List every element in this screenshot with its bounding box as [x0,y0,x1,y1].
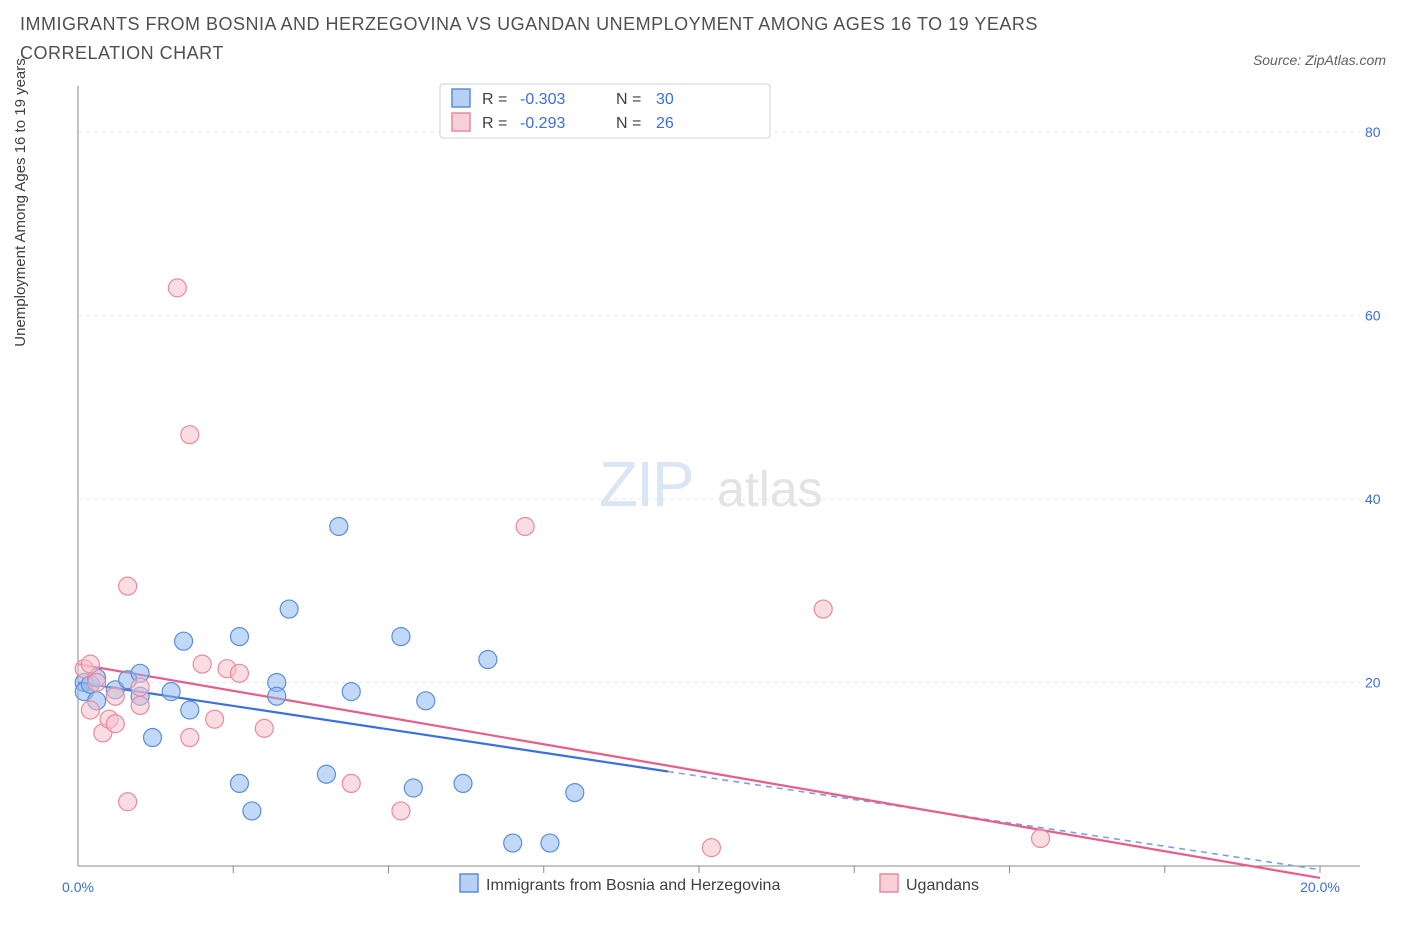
x-tick-label: 0.0% [62,879,94,895]
data-point [814,600,832,618]
legend-swatch [880,874,898,892]
chart-title: IMMIGRANTS FROM BOSNIA AND HERZEGOVINA V… [20,10,1120,68]
x-tick-label: 20.0% [1300,879,1340,895]
data-point [206,710,224,728]
data-point [181,425,199,443]
data-point [280,600,298,618]
source-attribution: Source: ZipAtlas.com [1253,52,1386,68]
stat-r-label: R = [482,115,507,132]
legend-swatch [452,113,470,131]
data-point [330,517,348,535]
data-point [255,719,273,737]
data-point [404,779,422,797]
watermark: atlas [717,461,823,517]
scatter-chart: 20.0% 40.0% 60.0% 80.0% 0.0% 20.0% ZIP atlas R =… [20,76,1380,906]
data-point [268,687,286,705]
stat-r-value: -0.293 [520,115,565,132]
y-tick-label: 80.0% [1365,123,1380,139]
data-point [541,834,559,852]
data-point [106,687,124,705]
data-point [81,701,99,719]
stat-n-label: N = [616,91,641,108]
data-point [566,783,584,801]
data-point [168,278,186,296]
data-point [193,655,211,673]
data-point [392,802,410,820]
data-point [243,802,261,820]
data-point [119,577,137,595]
legend-label-a: Immigrants from Bosnia and Herzegovina [486,877,780,894]
data-point [516,517,534,535]
trend-line [78,664,1320,878]
data-point [181,728,199,746]
data-point [342,774,360,792]
data-point [144,728,162,746]
y-axis-label: Unemployment Among Ages 16 to 19 years [12,58,29,347]
data-point [1032,829,1050,847]
trend-line-extrapolated [668,771,1320,869]
data-point [106,714,124,732]
data-point [131,678,149,696]
data-point [181,701,199,719]
stat-n-label: N = [616,115,641,132]
data-point [454,774,472,792]
data-point [317,765,335,783]
y-tick-label: 20.0% [1365,674,1380,690]
legend-swatch [452,89,470,107]
data-point [230,664,248,682]
data-point [230,627,248,645]
stat-n-value: 30 [656,91,674,108]
data-point [88,673,106,691]
stat-r-label: R = [482,91,507,108]
data-point [702,838,720,856]
watermark: ZIP [599,448,693,520]
y-tick-label: 60.0% [1365,307,1380,323]
data-point [119,792,137,810]
stat-r-value: -0.303 [520,91,565,108]
data-point [230,774,248,792]
stat-n-value: 26 [656,115,674,132]
y-tick-label: 40.0% [1365,491,1380,507]
legend-label-b: Ugandans [906,877,979,894]
data-point [417,691,435,709]
data-point [392,627,410,645]
data-point [342,682,360,700]
data-point [131,696,149,714]
data-point [175,632,193,650]
data-point [504,834,522,852]
data-point [81,655,99,673]
data-point [162,682,180,700]
data-point [479,650,497,668]
legend-swatch [460,874,478,892]
